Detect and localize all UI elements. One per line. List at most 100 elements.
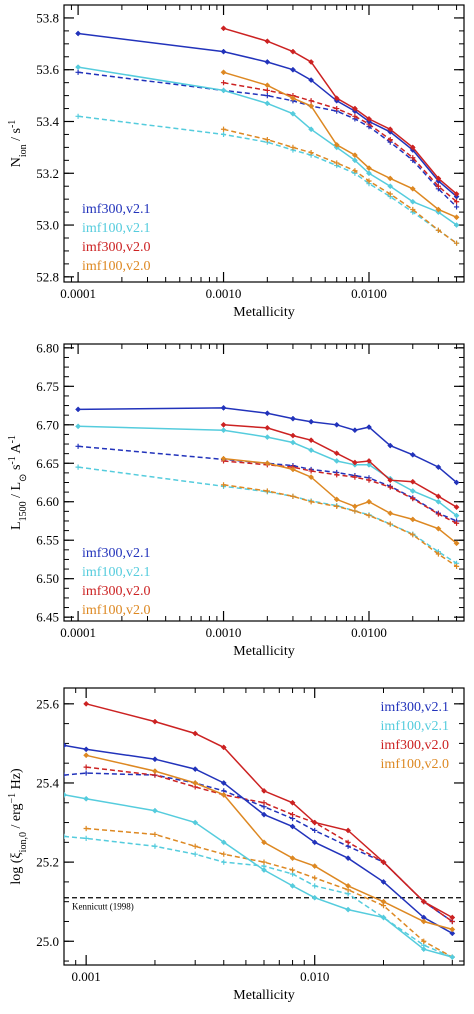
series-dashed-imf300-v20 (220, 80, 460, 205)
y-tick-label: 25.6 (36, 696, 59, 711)
legend-entry: imf300,v2.0 (381, 738, 449, 753)
data-point (409, 516, 416, 523)
data-point (220, 87, 227, 94)
data-point (435, 206, 442, 213)
series-line (85, 703, 453, 919)
data-point (192, 851, 198, 857)
data-point (75, 464, 81, 470)
data-point (75, 69, 81, 75)
data-point (192, 780, 199, 786)
data-point (453, 191, 460, 197)
data-point (152, 831, 158, 838)
series-line (223, 460, 457, 524)
x-tick-label: 0.001 (72, 969, 101, 984)
series-solid-imf300-v20 (220, 25, 460, 197)
data-point (289, 110, 296, 117)
data-point (453, 504, 460, 511)
data-point (75, 64, 82, 71)
x-axis-label: Metallicity (233, 644, 294, 659)
y-tick-label: 6.50 (36, 571, 59, 586)
data-point (453, 520, 460, 526)
y-tick-label: 25.2 (36, 855, 59, 870)
data-point (264, 87, 270, 94)
data-point (409, 144, 416, 151)
data-point (435, 511, 441, 517)
data-point (289, 415, 296, 422)
data-point (449, 930, 456, 937)
data-point (345, 906, 352, 913)
x-tick-label: 0.0100 (351, 286, 387, 301)
data-point (308, 418, 315, 425)
data-point (351, 157, 358, 164)
data-point (289, 823, 296, 830)
data-point (75, 423, 82, 430)
data-point (410, 155, 416, 161)
y-tick-label: 6.45 (36, 610, 59, 625)
y-tick-label: 53.8 (36, 10, 59, 25)
data-point (64, 791, 67, 798)
plot-frame (63, 4, 465, 283)
data-point (366, 498, 372, 505)
data-point (289, 812, 296, 818)
y-tick-label: 53.4 (36, 114, 59, 129)
y-tick-label: 6.65 (36, 456, 59, 471)
data-point (453, 512, 460, 519)
data-point (453, 214, 460, 221)
y-axis-label: log (ξion,0 / erg−1 Hz) (7, 768, 29, 885)
series-dashed-imf300-v20 (220, 458, 460, 526)
series-line (64, 835, 453, 958)
data-point (289, 466, 296, 473)
series-line (77, 66, 458, 226)
data-point (264, 434, 271, 441)
series-solid-imf300-v20 (220, 421, 460, 511)
x-tick-label: 0.0010 (206, 625, 242, 640)
data-point (435, 498, 442, 505)
data-point (435, 551, 441, 557)
data-point (387, 510, 394, 517)
data-point (308, 77, 315, 84)
data-point (220, 839, 227, 846)
data-point (220, 126, 227, 132)
data-point (83, 752, 90, 759)
data-point (220, 482, 227, 488)
data-point (311, 863, 318, 870)
data-point (290, 144, 296, 150)
data-point (453, 479, 460, 486)
data-point (289, 799, 296, 806)
data-point (311, 894, 318, 901)
legend-entry: imf300,v2.1 (381, 700, 449, 715)
data-point (410, 496, 416, 502)
data-point (192, 766, 199, 773)
data-point (410, 532, 416, 538)
data-point (333, 496, 340, 503)
data-point (261, 800, 267, 806)
x-tick-label: 0.0010 (206, 286, 242, 301)
data-point (312, 827, 318, 834)
data-point (261, 839, 267, 846)
legend-entry: imf300,v2.1 (82, 546, 150, 561)
data-point (64, 742, 67, 749)
series-line (78, 425, 458, 517)
data-point (221, 851, 227, 857)
data-point (83, 770, 89, 776)
data-point (449, 954, 456, 961)
data-point (220, 455, 227, 462)
series-line (64, 772, 453, 923)
data-point (435, 183, 441, 189)
data-point (83, 795, 90, 802)
data-point (220, 48, 227, 55)
data-point (264, 38, 271, 45)
legend-entry: imf300,v2.0 (82, 584, 150, 599)
data-point (449, 914, 456, 921)
data-point (290, 493, 296, 499)
data-point (83, 764, 89, 770)
legend-entry: imf100,v2.0 (82, 259, 150, 274)
data-point (351, 427, 358, 434)
series-solid-imf100-v21 (64, 791, 456, 961)
data-point (333, 450, 340, 457)
data-point (220, 404, 227, 411)
series-solid-imf300-v21 (64, 742, 456, 937)
data-point (453, 563, 460, 569)
data-point (83, 825, 89, 832)
data-point (312, 883, 318, 889)
